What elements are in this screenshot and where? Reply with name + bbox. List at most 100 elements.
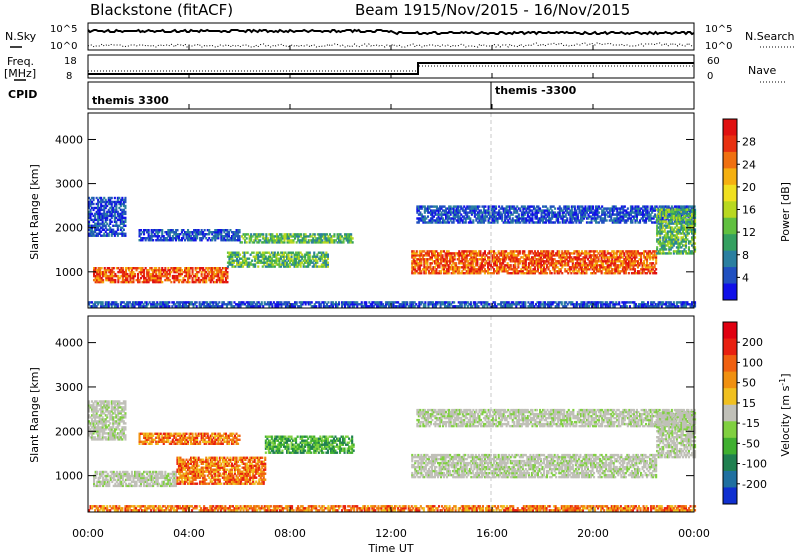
- power-echo-cell: [239, 265, 242, 268]
- power-echo-cell: [617, 250, 620, 253]
- power-echo-cell: [597, 260, 600, 263]
- power-echo-cell: [289, 241, 292, 244]
- power-echo-cell: [188, 272, 191, 276]
- power-echo-cell: [124, 274, 127, 278]
- power-echo-cell: [602, 268, 605, 271]
- power-echo-cell: [456, 266, 459, 269]
- power-echo-cell: [217, 274, 220, 278]
- power-echo-cell: [265, 241, 268, 244]
- power-echo-cell: [532, 258, 535, 261]
- power-echo-cell: [150, 278, 153, 282]
- power-echo-cell: [497, 258, 500, 261]
- power-echo-cell: [284, 261, 287, 264]
- power-echo-cell: [571, 260, 574, 263]
- power-echo-cell: [348, 237, 351, 240]
- power-echo-cell: [517, 266, 520, 269]
- power-echo-cell: [194, 269, 197, 272]
- power-echo-cell: [273, 253, 276, 256]
- power-echo-cell: [187, 233, 190, 236]
- power-echo-cell: [626, 266, 629, 269]
- power-echo-cell: [223, 274, 226, 278]
- power-echo-cell: [530, 264, 533, 267]
- power-echo-cell: [570, 268, 573, 271]
- power-echo-cell: [446, 272, 449, 275]
- power-echo-cell: [585, 250, 588, 253]
- power-echo-cell: [248, 237, 251, 240]
- power-echo-cell: [473, 256, 476, 259]
- power-echo-cell: [499, 266, 502, 269]
- power-echo-cell: [330, 239, 333, 242]
- power-echo-cell: [111, 270, 114, 274]
- power-echo-cell: [141, 239, 144, 242]
- power-echo-cell: [605, 270, 608, 273]
- power-echo-cell: [330, 237, 333, 240]
- power-echo-cell: [242, 255, 245, 258]
- power-echo-cell: [602, 260, 605, 263]
- power-echo-cell: [273, 255, 276, 258]
- power-echo-cell: [115, 267, 118, 270]
- power-echo-cell: [549, 252, 552, 255]
- power-echo-cell: [224, 280, 227, 284]
- power-echo-cell: [226, 239, 229, 242]
- power-echo-cell: [234, 253, 237, 256]
- power-echo-cell: [269, 237, 272, 240]
- power-echo-cell: [474, 270, 477, 273]
- power-echo-cell: [471, 250, 474, 253]
- power-echo-cell: [284, 255, 287, 258]
- power-echo-cell: [467, 262, 470, 265]
- power-echo-cell: [266, 237, 269, 240]
- power-echo-cell: [284, 235, 287, 238]
- power-echo-cell: [209, 276, 212, 280]
- power-echo-cell: [453, 268, 456, 271]
- power-echo-cell: [459, 252, 462, 255]
- power-echo-cell: [286, 255, 289, 258]
- power-echo-cell: [165, 276, 168, 280]
- power-echo-cell: [313, 265, 316, 268]
- power-echo-cell: [307, 241, 310, 244]
- power-echo-cell: [623, 270, 626, 273]
- power-echo-cell: [239, 261, 242, 264]
- power-echo-cell: [418, 252, 421, 255]
- power-echo-cell: [262, 237, 265, 240]
- power-echo-cell: [248, 241, 251, 244]
- power-echo-cell: [180, 237, 183, 240]
- power-echo-cell: [459, 272, 462, 275]
- power-echo-cell: [130, 274, 133, 278]
- power-echo-cell: [270, 261, 273, 264]
- power-echo-cell: [320, 251, 323, 254]
- power-echo-cell: [196, 272, 199, 276]
- power-echo-cell: [224, 276, 227, 280]
- power-echo-cell: [161, 280, 164, 284]
- power-echo-cell: [260, 241, 263, 244]
- power-echo-cell: [316, 261, 319, 264]
- power-echo-cell: [161, 269, 164, 272]
- power-echo-cell: [257, 251, 260, 254]
- power-echo-cell: [262, 241, 265, 244]
- power-echo-cell: [345, 233, 348, 236]
- power-echo-cell: [517, 262, 520, 265]
- power-echo-cell: [205, 237, 208, 240]
- power-echo-cell: [226, 229, 229, 232]
- power-echo-cell: [468, 250, 471, 253]
- power-echo-cell: [143, 269, 146, 272]
- power-echo-cell: [540, 250, 543, 253]
- power-echo-cell: [606, 258, 609, 261]
- power-echo-cell: [150, 237, 153, 240]
- power-echo-cell: [212, 276, 215, 280]
- power-echo-cell: [536, 260, 539, 263]
- power-echo-cell: [338, 235, 341, 238]
- power-echo-cell: [106, 278, 109, 282]
- power-echo-cell: [229, 251, 232, 254]
- power-echo-cell: [259, 239, 262, 242]
- power-echo-cell: [465, 266, 468, 269]
- power-echo-cell: [191, 233, 194, 236]
- power-echo-cell: [347, 239, 350, 242]
- power-echo-cell: [232, 237, 235, 240]
- power-echo-cell: [257, 261, 260, 264]
- power-echo-cell: [102, 274, 105, 278]
- power-echo-cell: [239, 253, 242, 256]
- power-echo-cell: [437, 272, 440, 275]
- power-echo-cell: [540, 260, 543, 263]
- power-echo-cell: [295, 233, 298, 236]
- power-echo-cell: [577, 268, 580, 271]
